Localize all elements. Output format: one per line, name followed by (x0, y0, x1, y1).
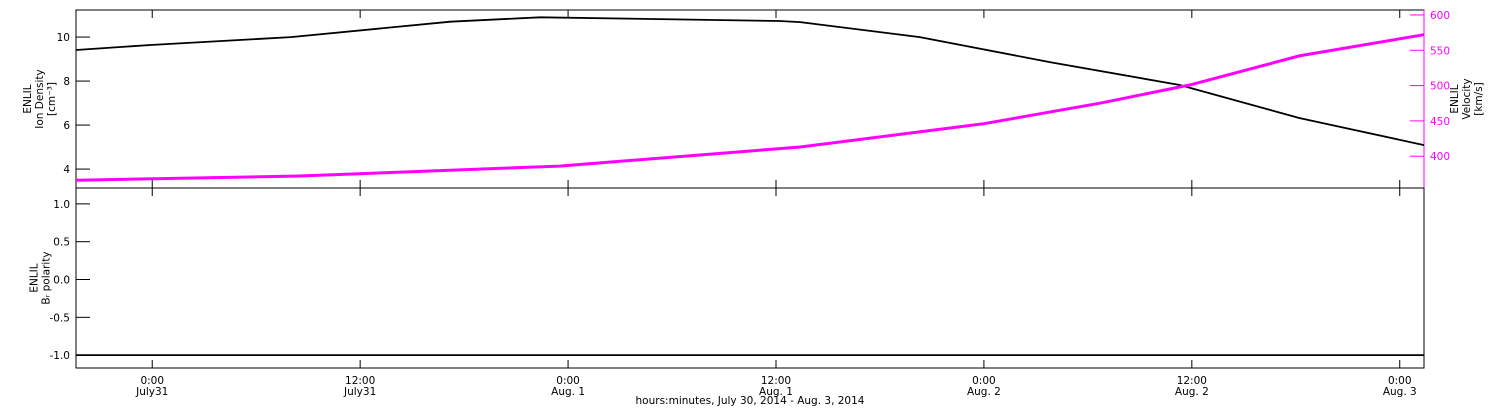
data-line (75, 16, 1425, 146)
y-tick-label: -1.0 (50, 350, 71, 362)
x-tick-date: July31 (343, 386, 376, 398)
x-tick-label: 12:00 (761, 375, 791, 387)
y2-tick-label: 400 (1430, 151, 1450, 163)
y-axis-title: ENLIL (22, 84, 34, 113)
x-tick-date: Aug. 2 (1175, 386, 1209, 398)
y-axis-title: Bᵣ polarity (41, 251, 53, 304)
x-tick-date: Aug. 3 (1383, 386, 1417, 398)
x-axis-title: hours:minutes, July 30, 2014 - Aug. 3, 2… (636, 395, 865, 407)
y-tick-label: 6 (63, 120, 70, 132)
x-tick-label: 0:00 (972, 375, 996, 387)
plot-frame (75, 187, 1425, 369)
y-axis-title: Ion Density (34, 69, 46, 128)
x-tick-label: 12:00 (345, 375, 375, 387)
y2-tick-label: 500 (1430, 81, 1450, 93)
y2-axis-title: ENLIL (1449, 84, 1461, 113)
y2-axis-title: Velocity (1461, 78, 1473, 119)
y-tick-label: 10 (57, 32, 70, 44)
data-line (75, 33, 1425, 182)
y2-tick-label: 600 (1430, 10, 1450, 22)
plot-frame (75, 9, 1425, 189)
x-tick-label: 0:00 (556, 375, 580, 387)
x-tick-date: Aug. 1 (551, 386, 585, 398)
y-tick-label: 0.5 (53, 237, 70, 249)
y-tick-label: -0.5 (50, 312, 71, 324)
y-tick-label: 4 (63, 164, 70, 176)
y2-tick-label: 450 (1430, 116, 1450, 128)
x-tick-label: 0:00 (140, 375, 164, 387)
y-tick-label: 8 (63, 76, 70, 88)
x-tick-date: Aug. 2 (967, 386, 1001, 398)
y2-axis-title: [km/s] (1473, 82, 1485, 116)
x-tick-date: July31 (135, 386, 168, 398)
y-tick-label: 0.0 (53, 275, 70, 287)
x-tick-label: 12:00 (1177, 375, 1207, 387)
x-tick-date: Aug. 1 (759, 386, 793, 398)
y-axis-title: ENLIL (29, 263, 41, 292)
x-tick-label: 0:00 (1388, 375, 1412, 387)
y2-tick-label: 550 (1430, 45, 1450, 57)
y-axis-title: [cm⁻³] (46, 82, 58, 116)
y-tick-label: 1.0 (53, 199, 70, 211)
